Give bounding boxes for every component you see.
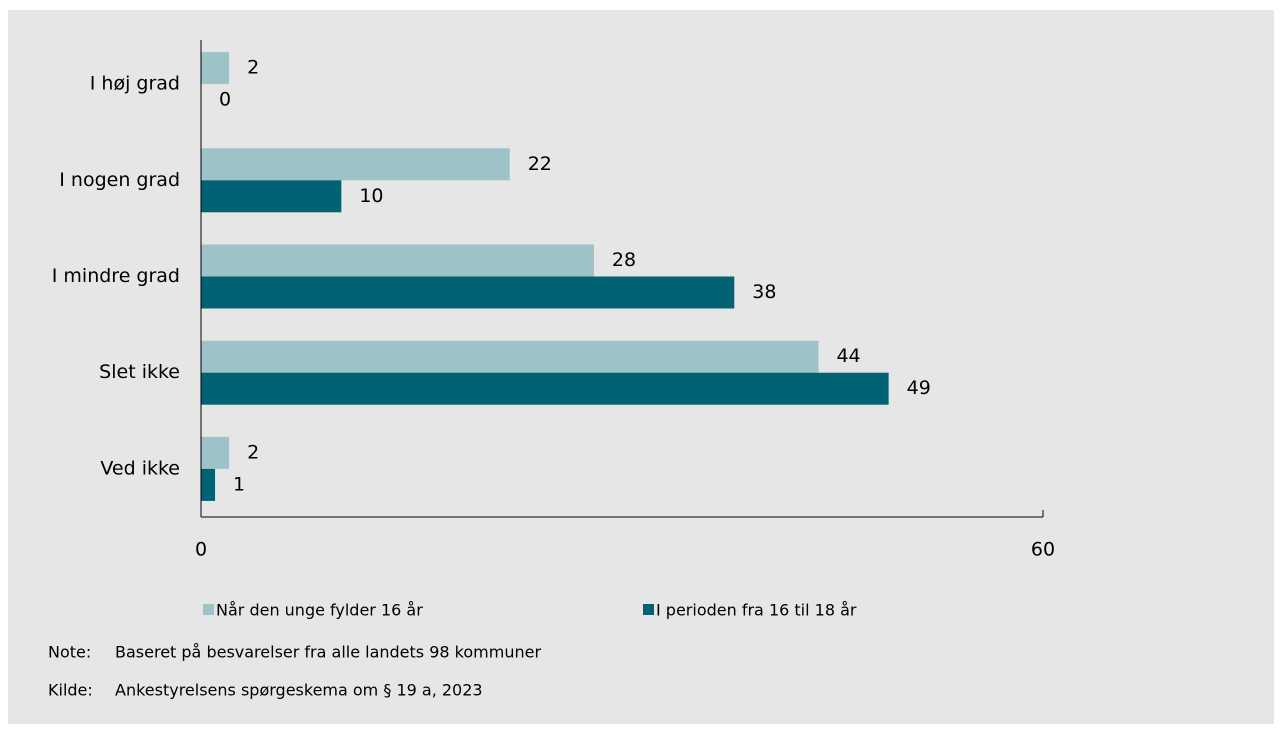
bar — [201, 52, 230, 85]
data-label: 2 — [247, 441, 259, 463]
x-tick-label: 60 — [1031, 539, 1055, 561]
data-label: 44 — [836, 345, 860, 367]
bar — [201, 340, 819, 373]
y-tick-label: I mindre grad — [52, 265, 180, 287]
note-text: Baseret på besvarelser fra alle landets … — [115, 643, 541, 662]
bar — [201, 244, 594, 277]
note-text: Ankestyrelsens spørgeskema om § 19 a, 20… — [115, 681, 483, 700]
data-label: 0 — [219, 89, 231, 111]
y-tick-label: I nogen grad — [59, 169, 180, 191]
legend-label: Når den unge fylder 16 år — [216, 601, 423, 620]
legend-swatch — [643, 604, 654, 615]
legend-label: I perioden fra 16 til 18 år — [656, 601, 857, 620]
note-label: Note: — [48, 643, 91, 662]
x-tick-label: 0 — [195, 539, 207, 561]
y-tick-label: Slet ikke — [99, 361, 180, 383]
bar — [201, 148, 510, 181]
y-tick-label: Ved ikke — [100, 457, 180, 479]
legend-swatch — [203, 604, 214, 615]
y-tick-label: I høj grad — [90, 73, 180, 95]
data-label: 10 — [359, 185, 383, 207]
bar — [201, 372, 889, 405]
data-label: 49 — [907, 377, 931, 399]
bar — [201, 468, 216, 501]
data-label: 28 — [612, 249, 636, 271]
note-label: Kilde: — [48, 681, 93, 700]
data-label: 22 — [528, 153, 552, 175]
data-label: 38 — [752, 281, 776, 303]
data-label: 1 — [233, 473, 245, 495]
bar — [201, 180, 342, 213]
data-label: 2 — [247, 57, 259, 79]
bar — [201, 276, 735, 309]
bar — [201, 436, 230, 469]
